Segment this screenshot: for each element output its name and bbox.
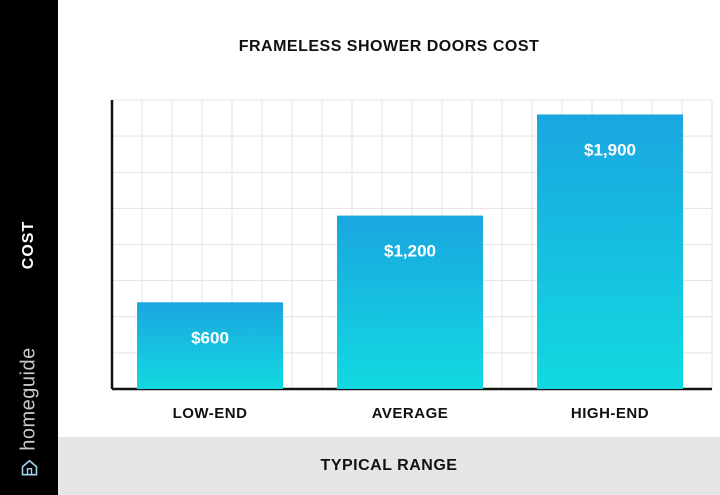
bar-chart: $600 LOW-END $1,200 AVERAGE $1,900 HIGH-END (110, 99, 713, 422)
bar-value-label: $600 (191, 328, 229, 347)
category-label: HIGH-END (571, 405, 649, 422)
bar-value-label: $1,900 (584, 140, 636, 159)
chart-title: FRAMELESS SHOWER DOORS COST (238, 38, 540, 55)
y-axis-sidebar: COST homeguide (0, 0, 58, 495)
brand-logo: homeguide (18, 347, 41, 476)
category-label: AVERAGE (372, 405, 449, 422)
category-label: LOW-END (173, 405, 248, 422)
x-axis-label: TYPICAL RANGE (320, 457, 458, 474)
house-icon (20, 459, 38, 477)
bar-low-end (137, 302, 283, 389)
bar-value-label: $1,200 (384, 242, 436, 261)
bars (137, 114, 683, 389)
labels: $600 LOW-END $1,200 AVERAGE $1,900 HIGH-END (173, 140, 649, 422)
bar-average (337, 215, 483, 389)
x-axis-band: TYPICAL RANGE (58, 437, 720, 495)
bar-high-end (537, 114, 683, 389)
